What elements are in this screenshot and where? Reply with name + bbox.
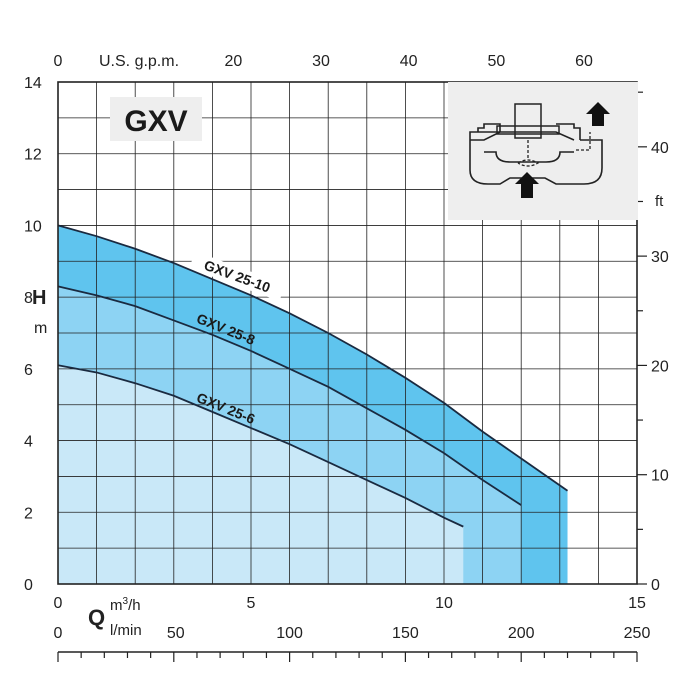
x-top-tick-label: 20 <box>224 53 242 70</box>
x-top-tick-label: 0 <box>54 53 63 70</box>
inset-background <box>448 82 638 220</box>
x-axis-unit-base: m <box>110 597 123 614</box>
curve-gxv-25-8 <box>57 285 522 506</box>
y-right-tick-label: 20 <box>651 358 669 375</box>
y-right-tick-label: 40 <box>651 140 669 157</box>
axis-labels: H m ft U.S. g.p.m. Q m3/h l/min <box>32 53 664 639</box>
x-bottom-tick-label: 10 <box>435 595 453 612</box>
curve-label-background <box>189 251 285 301</box>
x-top-tick-label: 50 <box>487 53 505 70</box>
y-left-tick-label: 2 <box>24 505 33 522</box>
x-bottom2-unit: l/min <box>110 622 142 639</box>
y-axis-symbol: H <box>32 287 46 309</box>
y-left-tick-label: 4 <box>24 434 33 451</box>
plot-border <box>57 81 638 585</box>
x-bottom-tick-label: 5 <box>247 595 256 612</box>
x-bottom2-tick-label: 150 <box>392 625 419 642</box>
x-top-unit: U.S. g.p.m. <box>99 53 179 70</box>
x-bottom2-tick-label: 200 <box>508 625 535 642</box>
y-left-tick-label: 8 <box>24 290 33 307</box>
x-bottom2-tick-label: 50 <box>167 625 185 642</box>
x-top-tick-label: 30 <box>312 53 330 70</box>
y-axis-unit: m <box>34 320 47 337</box>
band-gxv-25-6 <box>58 365 464 584</box>
y-right-tick-label: 30 <box>651 249 669 266</box>
x-top-tick-label: 40 <box>400 53 418 70</box>
curve-gxv-25-6 <box>57 364 464 528</box>
x-axis-unit-tail: /h <box>128 597 141 614</box>
plot-frame <box>57 81 638 585</box>
impeller-hub <box>514 103 542 139</box>
model-badge: GXV <box>124 105 187 138</box>
x-bottom2-tick-label: 250 <box>624 625 651 642</box>
x-axis-symbol: Q <box>88 605 105 630</box>
x-bottom-tick-label: 0 <box>54 595 63 612</box>
x-bottom2-tick-label: 100 <box>276 625 303 642</box>
curve-gxv-25-10 <box>57 224 569 492</box>
x-axis-unit-exp: 3 <box>123 596 129 607</box>
y-left-tick-label: 10 <box>24 218 42 235</box>
flow-path <box>517 132 591 167</box>
y-left-tick-label: 6 <box>24 362 33 379</box>
y-left-tick-label: 14 <box>24 75 42 92</box>
x-bottom-tick-label: 15 <box>628 595 646 612</box>
inlet-arrow-icon <box>515 172 539 198</box>
y-right-unit: ft <box>655 193 664 210</box>
x-top-tick-label: 60 <box>575 53 593 70</box>
y-right-tick-label: 0 <box>651 577 660 594</box>
y-left-tick-label: 0 <box>24 577 33 594</box>
model-badge-background <box>110 97 202 141</box>
pump-casing-outline <box>469 123 603 185</box>
x-bottom2-tick-label: 0 <box>54 625 63 642</box>
y-left-tick-label: 12 <box>24 147 42 164</box>
x-axis-unit: m3/h <box>110 596 141 614</box>
y-right-tick-label: 10 <box>651 468 669 485</box>
pump-diagram-inset <box>448 82 638 220</box>
impeller-disc <box>496 125 560 135</box>
outlet-arrow-icon <box>586 102 610 126</box>
